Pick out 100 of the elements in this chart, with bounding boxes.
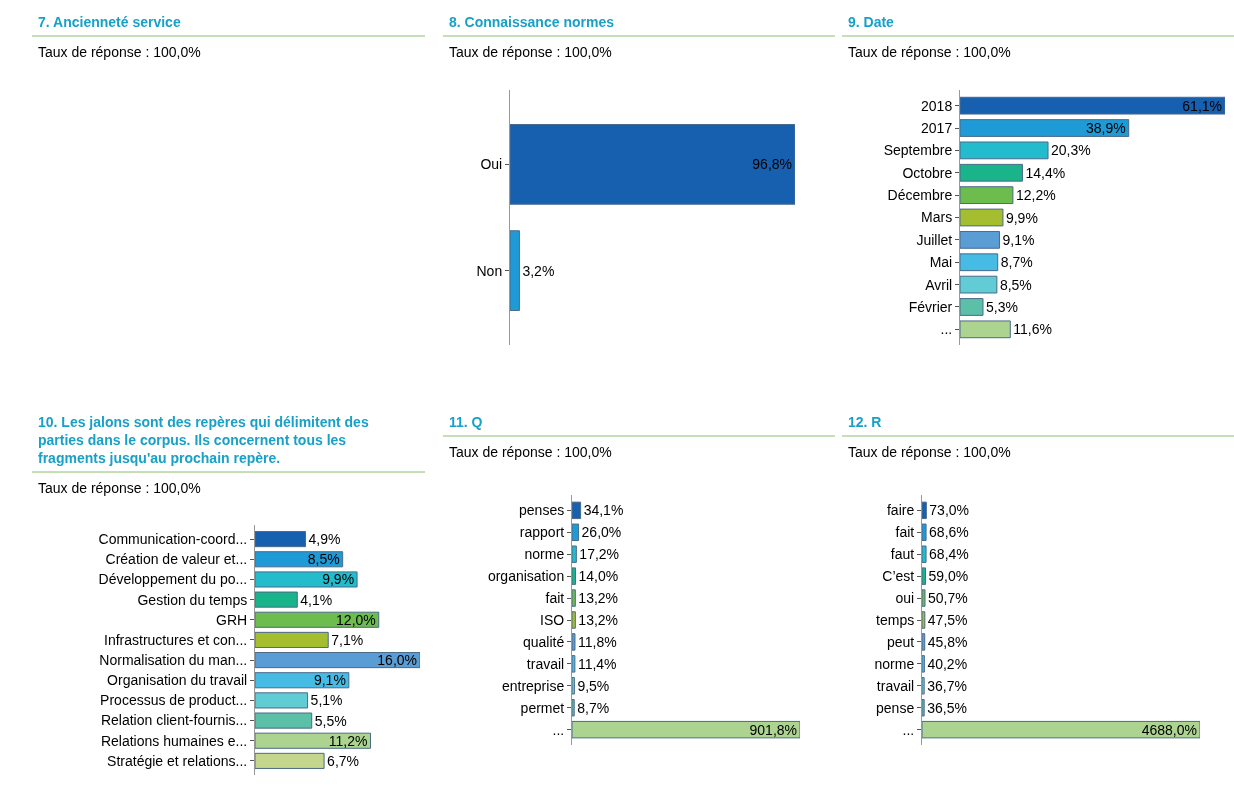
data-label: 6,7% (327, 752, 360, 769)
bar (960, 163, 1023, 182)
y-tick-label: Septembre (883, 142, 953, 159)
y-tick-label: Relation client-fournis... (100, 712, 248, 729)
text: Taux de réponse : 100,0% (38, 480, 201, 496)
data-label: 61,1% (1182, 97, 1222, 114)
bar (572, 545, 577, 563)
data-label: 45,8% (927, 633, 968, 650)
y-tick-label: temps (876, 611, 915, 628)
bar (922, 567, 926, 585)
y-tick-label: 2017 (921, 119, 953, 136)
data-label: 901,8% (749, 721, 797, 738)
data-label: 9,5% (577, 677, 610, 694)
data-label: 17,2% (579, 546, 620, 563)
y-tick-label: Décembre (887, 187, 953, 204)
y-tick-label: entreprise (501, 677, 565, 694)
chart-title: 9. Date (848, 14, 895, 30)
data-label: 12,0% (336, 611, 376, 628)
data-label: 11,2% (328, 732, 368, 749)
bar (572, 633, 576, 651)
bar (572, 611, 576, 629)
bar (922, 677, 925, 695)
y-tick-label: Infrastructures et con... (104, 631, 248, 648)
bar (922, 633, 926, 651)
bar (572, 655, 576, 673)
bar (922, 545, 927, 563)
data-label: 68,4% (929, 546, 969, 563)
chart-subtitle: Taux de réponse : 100,0% (848, 44, 1011, 60)
data-label: 8,5% (999, 276, 1032, 293)
bar (960, 96, 1225, 115)
y-tick-label: Processus de product... (100, 692, 248, 709)
y-tick-label: Normalisation du man... (99, 651, 248, 668)
chart-subtitle: Taux de réponse : 100,0% (848, 444, 1011, 460)
data-label: 7,1% (331, 631, 364, 648)
bar (572, 720, 800, 739)
y-tick-label: oui (895, 589, 915, 606)
bar (960, 119, 1130, 137)
y-tick-label: GRH (216, 611, 248, 628)
bar (255, 752, 325, 769)
bar (922, 501, 927, 520)
y-tick-label: permet (520, 699, 565, 716)
data-label: 34,1% (583, 502, 624, 519)
bar (255, 531, 307, 548)
bar (572, 677, 575, 695)
y-tick-label: peut (886, 633, 915, 650)
data-label: 5,1% (310, 692, 343, 709)
bar (572, 523, 580, 541)
bar (255, 571, 358, 588)
data-label: 50,7% (928, 590, 968, 607)
y-tick-label: Création de valeur et... (105, 551, 248, 568)
data-label: 8,5% (307, 551, 340, 568)
bar (960, 298, 984, 316)
y-tick-label: qualité (522, 633, 565, 650)
bar (922, 589, 926, 607)
y-tick-label: ... (902, 721, 915, 738)
y-tick-label: Non (476, 262, 503, 279)
data-label: 8,7% (1000, 254, 1033, 271)
bar (572, 589, 576, 607)
y-tick-label: Mai (929, 254, 953, 271)
data-label: 38,9% (1086, 120, 1126, 137)
y-tick-label: Juillet (916, 231, 953, 248)
bar (572, 501, 582, 520)
y-tick-label: fait (545, 589, 565, 606)
data-label: 14,0% (578, 568, 619, 585)
data-label: 26,0% (581, 524, 622, 541)
data-label: 59,0% (928, 568, 969, 585)
bar (960, 186, 1014, 205)
bar (922, 655, 925, 673)
chart-title: 8. Connaissance normes (449, 14, 615, 30)
data-label: 14,4% (1025, 164, 1066, 181)
data-label: 36,7% (927, 677, 967, 694)
data-label: 9,9% (1005, 209, 1038, 226)
y-tick-label: Stratégie et relations... (107, 752, 248, 769)
bar (922, 523, 927, 541)
bar (255, 692, 309, 709)
data-label: 3,2% (522, 262, 555, 279)
bar (572, 567, 577, 585)
data-label: 4,1% (300, 591, 333, 608)
y-tick-label: ... (940, 321, 953, 338)
y-tick-label: Communication-coord... (98, 531, 248, 548)
y-tick-label: faire (886, 502, 915, 519)
y-tick-label: Relations humaines e... (100, 732, 248, 749)
bar (960, 230, 1000, 249)
bar (960, 275, 998, 294)
data-label: 12,2% (1015, 187, 1056, 204)
chart-title: 11. Q (449, 414, 483, 430)
bar (255, 652, 420, 669)
data-label: 68,6% (929, 524, 969, 541)
bar (922, 720, 1200, 739)
y-tick-label: organisation (487, 568, 565, 585)
y-tick-label: norme (524, 546, 565, 563)
bar (255, 631, 329, 648)
y-tick-label: rapport (519, 524, 565, 541)
data-label: 96,8% (752, 156, 792, 173)
y-tick-label: fait (895, 524, 915, 541)
y-tick-label: 2018 (921, 97, 953, 114)
bar (572, 699, 575, 717)
y-tick-label: C’est (882, 568, 915, 585)
data-label: 9,9% (322, 571, 355, 588)
data-label: 73,0% (929, 502, 970, 519)
